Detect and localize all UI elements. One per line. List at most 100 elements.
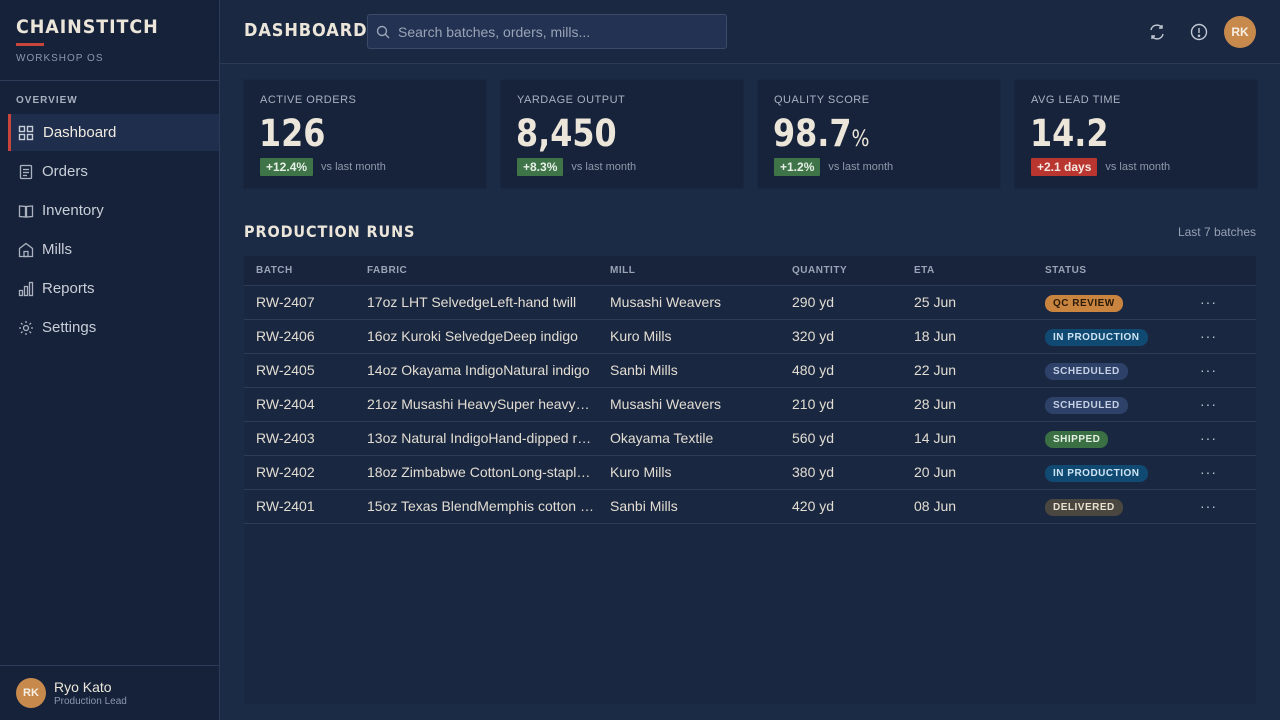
eta-cell: 18 Jun: [914, 328, 957, 344]
kpi-footer: +8.3% vs last month: [517, 158, 636, 176]
table-row[interactable]: RW-2402 18oz Zimbabwe CottonLong-staple w…: [244, 455, 1256, 489]
mill-cell: Sanbi Mills: [610, 362, 678, 378]
more-options-icon[interactable]: ···: [1200, 498, 1217, 514]
mill-cell: Musashi Weavers: [610, 396, 722, 412]
batch-cell: RW-2407: [256, 294, 315, 310]
more-options-icon[interactable]: ···: [1200, 396, 1217, 412]
column-header-batch[interactable]: BATCH: [244, 256, 355, 286]
kpi-comparison: vs last month: [571, 161, 637, 173]
search-input[interactable]: [398, 23, 718, 40]
table-row[interactable]: RW-2406 16oz Kuroki SelvedgeDeep indigo Ku…: [244, 319, 1256, 353]
fabric-cell: 17oz LHT SelvedgeLeft-hand twill: [367, 294, 577, 310]
kpi-delta-badge: +1.2%: [774, 158, 821, 176]
kpi-delta-badge: +12.4%: [260, 158, 314, 176]
actions-cell: ···: [1188, 455, 1256, 489]
actions-cell: ···: [1188, 353, 1256, 387]
document-icon: [18, 164, 34, 180]
kpi-card-avg-lead-time: AVG LEAD TIME 14.2 +2.1 days vs last mon…: [1015, 80, 1257, 188]
more-options-icon[interactable]: ···: [1200, 362, 1217, 378]
fabric-cell: 16oz Kuroki SelvedgeDeep indigo: [367, 328, 578, 344]
eta-cell: 22 Jun: [914, 362, 957, 378]
status-cell: QC REVIEW: [1033, 285, 1188, 319]
more-options-icon[interactable]: ···: [1200, 430, 1217, 446]
quantity-cell: 320 yd: [792, 328, 835, 344]
quantity-cell: 560 yd: [792, 430, 835, 446]
quantity-cell: 380 yd: [792, 464, 835, 480]
more-options-icon[interactable]: ···: [1200, 294, 1217, 310]
status-cell: SHIPPED: [1033, 421, 1188, 455]
kpi-value: 14.2: [1030, 112, 1109, 155]
batch-cell: RW-2401: [256, 498, 315, 514]
sidebar-item-reports[interactable]: Reports: [0, 270, 219, 307]
sidebar-item-label: Mills: [42, 241, 72, 258]
kpi-label: YARDAGE OUTPUT: [517, 94, 626, 106]
kpi-delta-badge: +8.3%: [517, 158, 564, 176]
alerts-button[interactable]: [1187, 20, 1211, 44]
table-row[interactable]: RW-2407 17oz LHT SelvedgeLeft-hand twill M…: [244, 285, 1256, 319]
batch-cell: RW-2404: [256, 396, 315, 412]
kpi-value: 8,450: [516, 112, 617, 155]
status-badge: SCHEDULED: [1045, 362, 1128, 380]
sidebar-item-dashboard[interactable]: Dashboard: [8, 114, 219, 151]
table-row[interactable]: RW-2404 21oz Musashi HeavySuper heavyweig…: [244, 387, 1256, 421]
more-options-icon[interactable]: ···: [1200, 464, 1217, 480]
fabric-cell: 21oz Musashi HeavySuper heavyweight: [367, 396, 598, 412]
sync-button[interactable]: [1145, 20, 1169, 44]
gear-icon: [18, 320, 34, 336]
status-badge: IN PRODUCTION: [1045, 464, 1148, 482]
kpi-cards: ACTIVE ORDERS 126 +12.4% vs last month Y…: [244, 80, 1257, 188]
column-header-quantity[interactable]: QUANTITY: [780, 256, 902, 286]
status-cell: SCHEDULED: [1033, 387, 1188, 421]
batch-cell: RW-2403: [256, 430, 315, 446]
column-header-actions: [1188, 256, 1256, 286]
brand-accent-bar: [16, 43, 44, 46]
actions-cell: ···: [1188, 421, 1256, 455]
column-header-mill[interactable]: MILL: [598, 256, 780, 286]
quantity-cell: 480 yd: [792, 362, 835, 378]
sidebar-item-mills[interactable]: Mills: [0, 231, 219, 268]
kpi-value: 98.7%: [773, 112, 869, 155]
kpi-number: 14.2: [1030, 112, 1109, 155]
kpi-footer: +2.1 days vs last month: [1031, 158, 1170, 176]
table-row[interactable]: RW-2405 14oz Okayama IndigoNatural indigo…: [244, 353, 1256, 387]
factory-icon: [18, 242, 34, 258]
header-avatar[interactable]: RK: [1224, 16, 1256, 48]
kpi-card-active-orders: ACTIVE ORDERS 126 +12.4% vs last month: [244, 80, 486, 188]
more-options-icon[interactable]: ···: [1200, 328, 1217, 344]
production-runs-table: BATCH FABRIC MILL QUANTITY ETA STATUS RW…: [244, 256, 1256, 704]
column-header-status[interactable]: STATUS: [1033, 256, 1188, 286]
kpi-delta-badge: +2.1 days: [1031, 158, 1098, 176]
column-header-eta[interactable]: ETA: [902, 256, 1033, 286]
sync-icon: [1148, 23, 1166, 41]
eta-cell: 28 Jun: [914, 396, 957, 412]
user-info: Ryo Kato Production Lead: [54, 679, 127, 707]
sidebar-item-settings[interactable]: Settings: [0, 309, 219, 346]
user-name: Ryo Kato: [54, 679, 112, 695]
kpi-value: 126: [259, 112, 325, 155]
kpi-unit: %: [851, 127, 870, 152]
quantity-cell: 420 yd: [792, 498, 835, 514]
status-badge: SCHEDULED: [1045, 396, 1128, 414]
sidebar-item-orders[interactable]: Orders: [0, 153, 219, 190]
column-header-fabric[interactable]: FABRIC: [355, 256, 598, 286]
fabric-cell: 13oz Natural IndigoHand-dipped rope: [367, 430, 598, 446]
table-header-row: BATCH FABRIC MILL QUANTITY ETA STATUS: [244, 256, 1256, 286]
status-cell: IN PRODUCTION: [1033, 319, 1188, 353]
runs-table: BATCH FABRIC MILL QUANTITY ETA STATUS RW…: [244, 256, 1256, 524]
quantity-cell: 290 yd: [792, 294, 835, 310]
table-row[interactable]: RW-2401 15oz Texas BlendMemphis cotton mi…: [244, 489, 1256, 523]
status-badge: QC REVIEW: [1045, 294, 1123, 312]
status-badge: IN PRODUCTION: [1045, 328, 1148, 346]
table-row[interactable]: RW-2403 13oz Natural IndigoHand-dipped ro…: [244, 421, 1256, 455]
batch-cell: RW-2406: [256, 328, 315, 344]
sidebar-item-label: Settings: [42, 319, 97, 336]
search-box[interactable]: [367, 14, 727, 49]
sidebar-item-inventory[interactable]: Inventory: [0, 192, 219, 229]
batch-cell: RW-2405: [256, 362, 315, 378]
table-body: RW-2407 17oz LHT SelvedgeLeft-hand twill M…: [244, 285, 1256, 523]
kpi-comparison: vs last month: [1105, 161, 1171, 173]
mill-cell: Okayama Textile: [610, 430, 714, 446]
user-role: Production Lead: [54, 696, 127, 707]
user-profile[interactable]: RK Ryo Kato Production Lead: [0, 665, 219, 720]
kpi-number: 126: [259, 112, 326, 155]
